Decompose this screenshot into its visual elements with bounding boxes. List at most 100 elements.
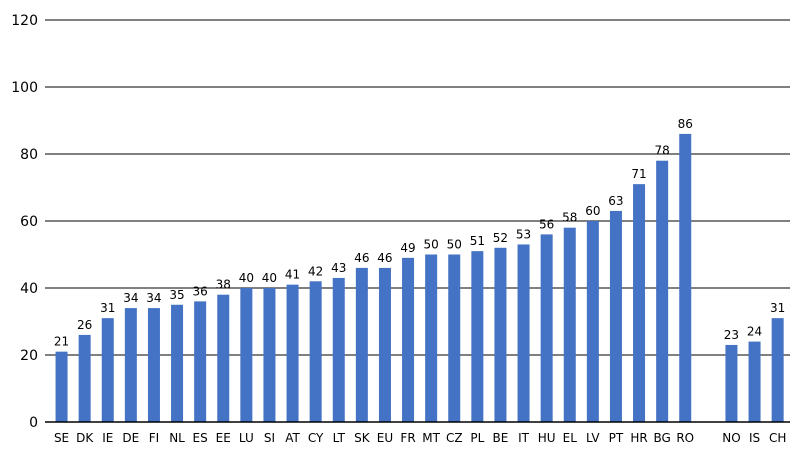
data-label: 41 [285, 268, 300, 282]
data-label: 50 [447, 238, 462, 252]
bar [448, 254, 461, 422]
x-tick-label: ES [193, 431, 208, 445]
bar [171, 304, 184, 422]
data-label: 46 [377, 251, 392, 265]
bar [656, 160, 669, 422]
data-labels: 21 26 31 34 34 35 36 38 40 40 41 42 43 46 46 49 50 50 51 52… [54, 117, 785, 349]
bar [355, 267, 368, 422]
data-label: 34 [123, 291, 138, 305]
bar [286, 284, 299, 422]
x-tick-label: DK [76, 431, 94, 445]
x-tick-label: EL [563, 431, 578, 445]
x-tick-label: BE [493, 431, 509, 445]
x-tick-label: LU [239, 431, 254, 445]
bar [494, 247, 507, 422]
data-label: 35 [169, 288, 184, 302]
y-tick-label: 100 [11, 80, 38, 96]
x-tick-label: BG [653, 431, 670, 445]
data-label: 52 [493, 231, 508, 245]
y-axis-ticks: 0 20 40 60 80 100 120 [11, 13, 38, 431]
bar [540, 234, 553, 422]
data-label: 34 [146, 291, 161, 305]
data-label: 86 [678, 117, 693, 131]
y-tick-label: 0 [29, 415, 38, 431]
y-tick-label: 40 [20, 281, 38, 297]
y-tick-label: 120 [11, 13, 38, 29]
data-label: 42 [308, 264, 323, 278]
x-tick-label: PL [470, 431, 484, 445]
bar [471, 251, 484, 422]
x-tick-label: PT [609, 431, 624, 445]
x-tick-label: RO [676, 431, 694, 445]
data-label: 36 [193, 284, 208, 298]
x-tick-label: HR [630, 431, 647, 445]
data-label: 21 [54, 335, 69, 349]
data-label: 60 [585, 204, 600, 218]
x-tick-label: IS [749, 431, 760, 445]
data-label: 56 [539, 217, 554, 231]
x-tick-label: NL [169, 431, 185, 445]
bar [194, 301, 207, 422]
x-tick-label: FI [149, 431, 159, 445]
bars [55, 133, 784, 422]
x-tick-label: CZ [446, 431, 463, 445]
data-label: 50 [424, 238, 439, 252]
bar [309, 281, 322, 422]
bar [679, 133, 692, 422]
data-label: 53 [516, 227, 531, 241]
x-tick-label: IE [102, 431, 113, 445]
data-label: 23 [724, 328, 739, 342]
bar [147, 308, 160, 422]
bar [124, 308, 137, 422]
data-label: 43 [331, 261, 346, 275]
bar [101, 318, 114, 422]
data-label: 26 [77, 318, 92, 332]
bar [55, 351, 68, 422]
bar [563, 227, 576, 422]
data-label: 31 [770, 301, 785, 315]
bar [425, 254, 438, 422]
x-axis-ticks: SE DK IE DE FI NL ES EE LU SI AT CY LT SK EU FR MT CZ PL BE… [54, 431, 786, 445]
x-tick-label: SI [264, 431, 275, 445]
x-tick-label: CH [769, 431, 786, 445]
bar [402, 257, 415, 422]
data-label: 63 [608, 194, 623, 208]
x-tick-label: CY [308, 431, 324, 445]
x-tick-label: FR [400, 431, 415, 445]
data-label: 46 [354, 251, 369, 265]
data-label: 51 [470, 234, 485, 248]
data-label: 78 [655, 144, 670, 158]
x-tick-label: MT [422, 431, 440, 445]
data-label: 71 [631, 167, 646, 181]
x-tick-label: IT [518, 431, 530, 445]
bar [217, 294, 230, 422]
bar [378, 267, 391, 422]
x-tick-label: EU [377, 431, 393, 445]
data-label: 31 [100, 301, 115, 315]
data-label: 38 [216, 278, 231, 292]
x-tick-label: LV [586, 431, 600, 445]
x-tick-label: AT [285, 431, 300, 445]
y-tick-label: 80 [20, 147, 38, 163]
bar [725, 344, 738, 422]
bar [586, 221, 599, 422]
x-tick-label: SE [54, 431, 69, 445]
bar [609, 210, 622, 422]
y-tick-label: 60 [20, 214, 38, 230]
bar [240, 288, 253, 422]
data-label: 58 [562, 211, 577, 225]
x-tick-label: DE [122, 431, 139, 445]
data-label: 49 [400, 241, 415, 255]
bar [633, 184, 646, 422]
data-label: 24 [747, 325, 762, 339]
y-tick-label: 20 [20, 348, 38, 364]
x-tick-label: LT [333, 431, 346, 445]
data-label: 40 [239, 271, 254, 285]
data-label: 40 [262, 271, 277, 285]
x-tick-label: HU [538, 431, 556, 445]
x-tick-label: SK [354, 431, 371, 445]
x-tick-label: EE [216, 431, 231, 445]
bar [78, 334, 91, 422]
bar [517, 244, 530, 422]
